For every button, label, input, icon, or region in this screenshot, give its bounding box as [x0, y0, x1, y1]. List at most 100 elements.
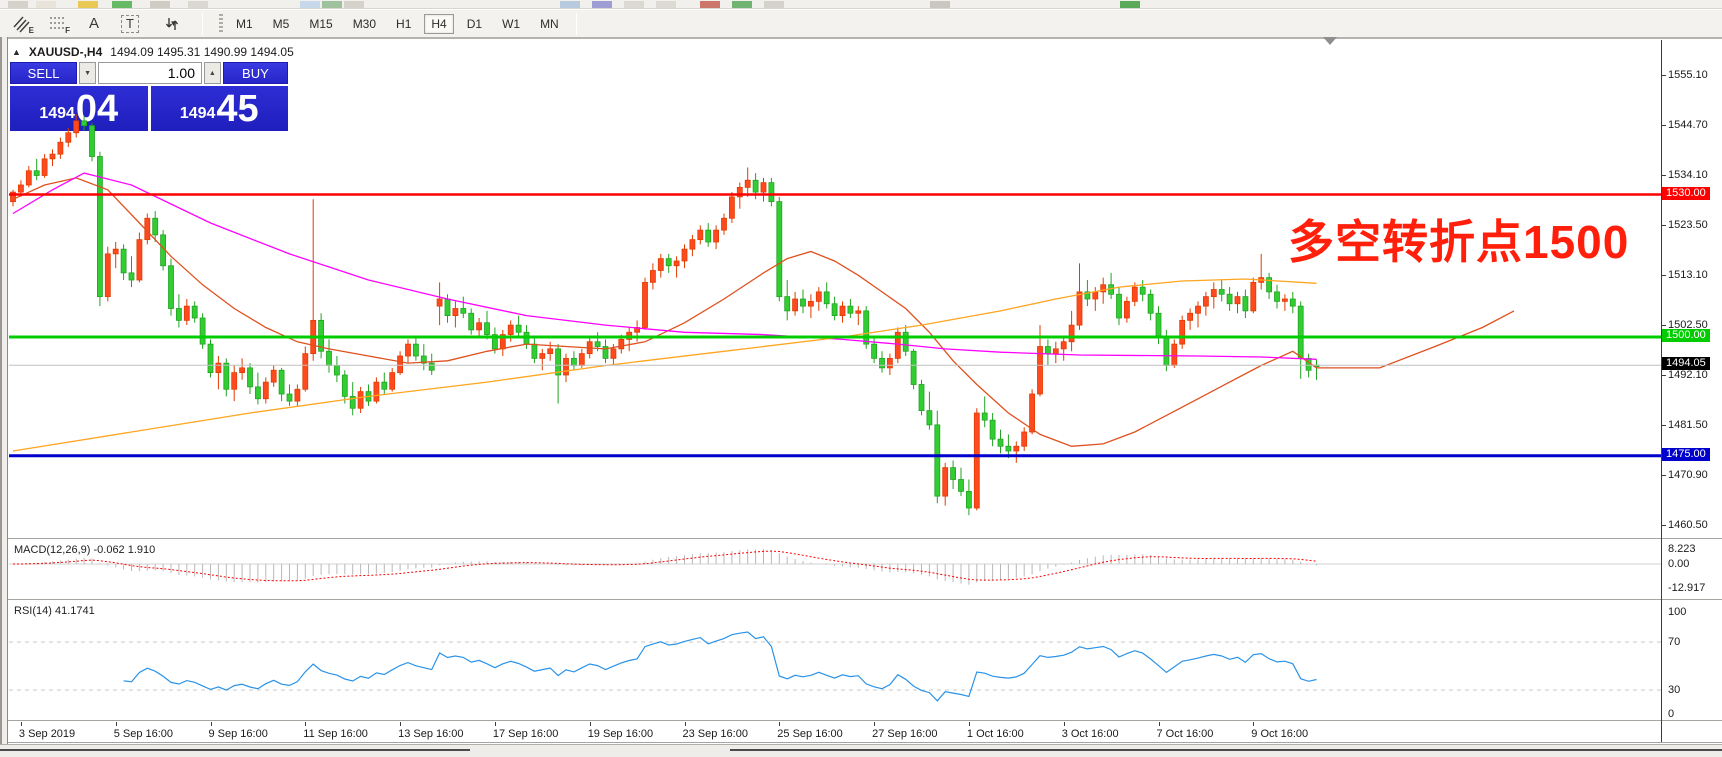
toolbar-separator [202, 12, 203, 35]
price-axis-label: 1492.10 [1668, 368, 1708, 381]
window-left-border [7, 37, 8, 757]
buy-button[interactable]: BUY [222, 62, 288, 84]
equidistant-channel-tool-icon[interactable]: E [8, 13, 36, 35]
price-axis-tick [1661, 274, 1666, 276]
toolbar-partial-icon [150, 1, 170, 8]
price-axis-tick [1661, 225, 1666, 227]
macd-axis-label: 0.00 [1668, 558, 1690, 570]
toolbar-partial-icon [930, 1, 950, 8]
toolbar-partial-icon [732, 1, 752, 8]
toolbar-gripper[interactable] [219, 13, 223, 34]
toolbar-partial-icon [36, 1, 56, 8]
price-axis-tick [1661, 374, 1666, 376]
chart-window[interactable] [0, 37, 1722, 744]
tool-letter: F [65, 25, 70, 35]
time-axis-tick [305, 722, 307, 726]
panel-separator[interactable] [8, 538, 1722, 540]
price-axis-label: 1470.90 [1668, 469, 1708, 482]
timeframe-MN[interactable]: MN [540, 16, 559, 31]
price-axis-tick [1661, 75, 1666, 77]
time-axis-tick [1063, 722, 1065, 726]
time-axis-label: 3 Oct 16:00 [1061, 728, 1119, 740]
time-axis-tick [400, 722, 402, 726]
fibonacci-tool-icon[interactable]: F [44, 13, 72, 35]
tool-letter: E [28, 25, 34, 35]
price-axis-tick [1661, 124, 1666, 126]
scrollbar-track [730, 749, 1722, 751]
toolbar-partial-icon [700, 1, 720, 8]
chevron-down-icon: ▼ [169, 19, 178, 28]
timeframe-group: M1 M5 M15 M30 H1 H4 D1 W1 MN [223, 13, 566, 34]
buy-price-display[interactable]: 1494 45 [150, 86, 288, 131]
collapse-panel-icon[interactable]: ▲ [12, 47, 21, 57]
rsi-axis-label: 70 [1668, 636, 1681, 648]
time-axis-label: 19 Sep 16:00 [587, 728, 654, 740]
price-axis-tick [1661, 524, 1666, 526]
timeframe-H1[interactable]: H1 [396, 16, 412, 31]
panel-separator[interactable] [8, 599, 1722, 601]
time-axis-tick [968, 722, 970, 726]
timeframe-D1[interactable]: D1 [466, 16, 483, 31]
price-axis-label: 1481.50 [1668, 418, 1708, 431]
price-axis-label: 1513.10 [1668, 268, 1708, 281]
chart-annotation-text[interactable]: 多空转折点1500 [1288, 216, 1630, 268]
toolbar-top-partial-row [0, 0, 1722, 9]
macd-label: MACD(12,26,9) -0.062 1.910 [14, 544, 156, 556]
price-axis-tick [1661, 175, 1666, 177]
chevron-up-icon: ▲ [208, 69, 216, 77]
rsi-panel-canvas[interactable] [9, 602, 1661, 719]
macd-panel-canvas[interactable] [9, 541, 1661, 598]
window-left-border [2, 37, 7, 757]
toolbar-partial-icon [188, 1, 208, 8]
macd-axis-label: 8.223 [1668, 543, 1696, 555]
sell-button[interactable]: SELL [10, 62, 78, 84]
buy-price-main: 45 [216, 88, 259, 130]
price-axis-label: 1555.10 [1668, 69, 1708, 82]
toolbar-partial-icon [344, 1, 364, 8]
time-axis-label: 1 Oct 16:00 [966, 728, 1024, 740]
rsi-axis-label: 30 [1668, 684, 1681, 696]
text-tool-icon[interactable]: T [116, 13, 144, 35]
cursor-tool-icon[interactable]: ▼ [152, 13, 192, 35]
time-axis-label: 23 Sep 16:00 [682, 728, 748, 740]
price-axis-label: 1534.10 [1668, 169, 1708, 182]
time-axis-tick [1158, 722, 1160, 726]
timeframe-H4[interactable]: H4 [424, 13, 454, 34]
volume-increase-button[interactable]: ▲ [203, 62, 221, 84]
volume-decrease-button[interactable]: ▼ [79, 62, 96, 84]
toolbar-partial-icon [322, 1, 342, 8]
timeframe-M5[interactable]: M5 [272, 16, 290, 31]
toolbar-partial-icon [592, 1, 612, 8]
toolbar-partial-icon [112, 1, 132, 8]
time-axis-tick [210, 722, 212, 726]
window-left-border [0, 37, 2, 757]
price-axis-label: 1523.50 [1668, 219, 1708, 232]
symbol-ohlc-header: ▲ XAUUSD-,H4 1494.09 1495.31 1490.99 149… [12, 45, 294, 59]
buy-price-prefix: 1494 [179, 105, 216, 122]
toolbar-separator [575, 12, 577, 35]
price-level-badge: 1494.05 [1662, 357, 1710, 371]
time-axis-tick [589, 722, 591, 726]
price-axis-label: 1460.50 [1668, 518, 1708, 531]
time-axis-label: 11 Sep 16:00 [303, 728, 368, 740]
price-axis-tick [1661, 325, 1666, 327]
price-axis-tick [1661, 424, 1666, 426]
time-axis-border [8, 742, 1722, 744]
main-chart-canvas[interactable] [9, 40, 1661, 537]
price-level-badge: 1530.00 [1662, 186, 1710, 200]
timeframe-M15[interactable]: M15 [309, 16, 333, 31]
price-level-badge: 1500.00 [1662, 329, 1710, 342]
timeframe-M1[interactable]: M1 [236, 16, 253, 31]
price-level-badge: 1475.00 [1662, 447, 1710, 461]
volume-input[interactable] [97, 62, 202, 84]
timeframe-W1[interactable]: W1 [502, 16, 521, 31]
text-label-tool-icon[interactable]: A [80, 13, 108, 35]
time-axis-label: 9 Oct 16:00 [1251, 728, 1309, 740]
price-axis-tick [1661, 475, 1666, 477]
main-toolbar: E F A T ▼ M1 M5 M15 M30 H1 H4 D1 W1 MN [0, 10, 1722, 37]
rsi-axis-label: 100 [1668, 606, 1687, 618]
tool-letter: A [88, 15, 99, 32]
toolbar-partial-icon [764, 1, 784, 8]
timeframe-M30[interactable]: M30 [352, 16, 377, 31]
chart-shift-marker-icon[interactable] [1323, 37, 1337, 45]
